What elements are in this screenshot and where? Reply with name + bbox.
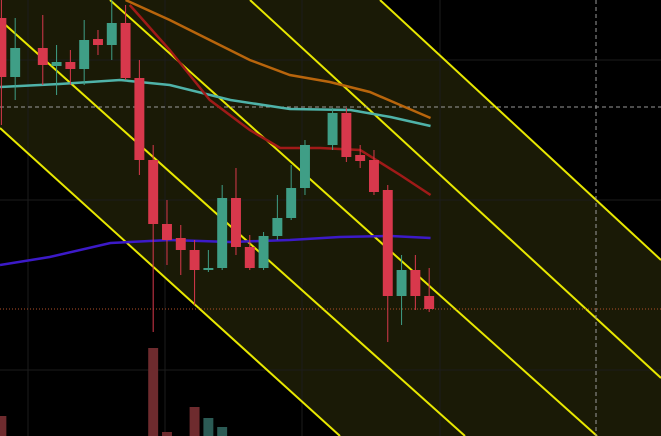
channel-line bbox=[0, 127, 341, 436]
candle-body bbox=[93, 39, 103, 45]
candle-body bbox=[369, 160, 379, 192]
moving-average bbox=[125, 0, 432, 120]
volume-bar bbox=[0, 416, 7, 436]
candle-body bbox=[203, 268, 214, 270]
moving-average bbox=[0, 234, 431, 267]
channel-line bbox=[109, 0, 598, 436]
candle-body bbox=[79, 40, 90, 69]
volume-bar bbox=[217, 427, 228, 436]
candle-body bbox=[424, 296, 435, 309]
candle-body bbox=[272, 218, 283, 236]
volume-bar bbox=[148, 348, 159, 436]
candle-body bbox=[327, 113, 338, 145]
candle-body bbox=[244, 247, 255, 268]
candle-body bbox=[120, 23, 131, 78]
candle-body bbox=[341, 113, 352, 157]
candle-body bbox=[65, 62, 76, 69]
candle-body bbox=[410, 270, 421, 296]
channel-line bbox=[249, 0, 661, 379]
candle-body bbox=[175, 238, 186, 250]
candle-body bbox=[217, 198, 228, 268]
candle-body bbox=[382, 190, 393, 296]
moving-average bbox=[128, 4, 432, 197]
candle-body bbox=[0, 18, 7, 77]
volume-bar bbox=[189, 407, 200, 436]
candle-body bbox=[258, 236, 269, 268]
candle-body bbox=[148, 160, 159, 224]
plot bbox=[0, 0, 435, 436]
candle-body bbox=[189, 250, 200, 270]
volume-bar bbox=[162, 432, 172, 436]
volume-bar bbox=[203, 418, 214, 436]
candle-body bbox=[300, 145, 310, 188]
candle-body bbox=[51, 62, 62, 66]
moving-average bbox=[0, 78, 431, 128]
candle-body bbox=[286, 188, 297, 218]
candle-body bbox=[106, 23, 117, 45]
candle-body bbox=[134, 78, 145, 160]
candle-body bbox=[231, 198, 241, 247]
candle-body bbox=[355, 155, 366, 161]
candle-body bbox=[37, 48, 48, 65]
candle-body bbox=[162, 224, 172, 240]
candle-body bbox=[10, 48, 21, 77]
channel-line bbox=[379, 0, 661, 261]
candle-body bbox=[396, 270, 407, 296]
